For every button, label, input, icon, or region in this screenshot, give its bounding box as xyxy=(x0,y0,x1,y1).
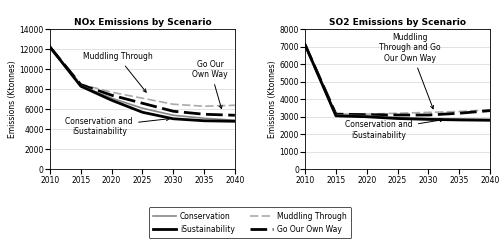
Text: Conservation and
iSustainability: Conservation and iSustainability xyxy=(66,117,170,136)
Legend: Conservation, iSustainability, Muddling Through, Go Our Own Way: Conservation, iSustainability, Muddling … xyxy=(148,207,352,238)
Text: Muddling
Through and Go
Our Own Way: Muddling Through and Go Our Own Way xyxy=(379,33,440,109)
Y-axis label: Emissions (Ktonnes): Emissions (Ktonnes) xyxy=(8,60,16,138)
Title: NOx Emissions by Scenario: NOx Emissions by Scenario xyxy=(74,18,211,27)
Title: SO2 Emissions by Scenario: SO2 Emissions by Scenario xyxy=(329,18,466,27)
Text: Go Our
Own Way: Go Our Own Way xyxy=(192,60,228,109)
Text: Conservation and
iSustainability: Conservation and iSustainability xyxy=(346,119,443,140)
Y-axis label: Emissions (Ktonnes): Emissions (Ktonnes) xyxy=(268,60,276,138)
Text: Muddling Through: Muddling Through xyxy=(83,52,152,92)
